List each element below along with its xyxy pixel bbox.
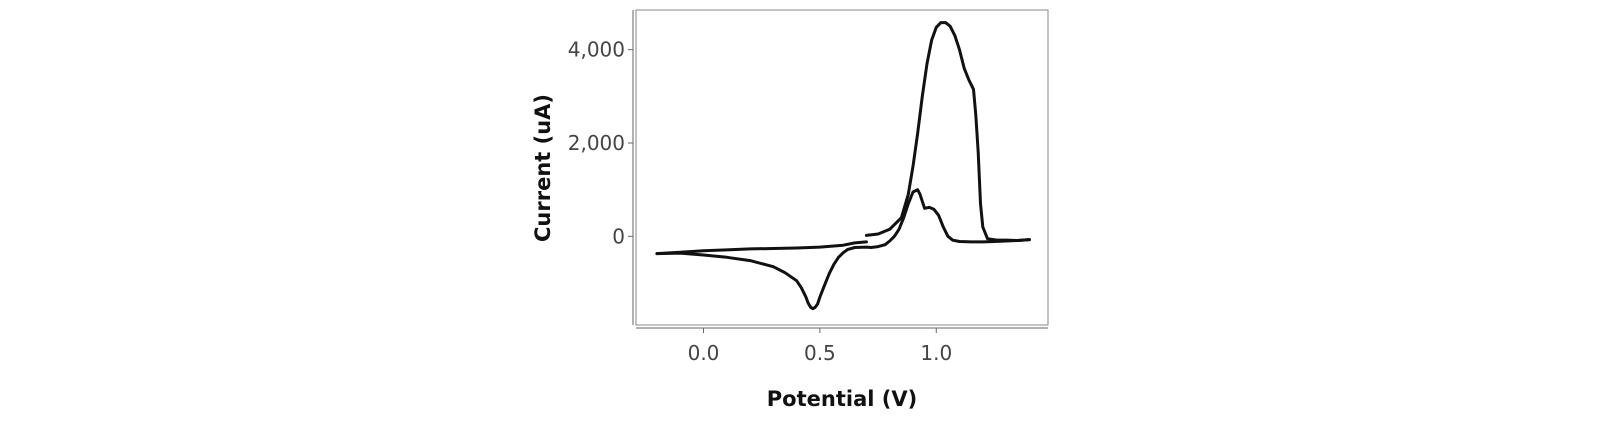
data-traces [655, 21, 1031, 311]
y-tick-label: 2,000 [568, 131, 625, 155]
x-tick-label: 0.5 [804, 341, 836, 365]
y-axis-ticks: 0 2,000 4,000 [568, 38, 633, 248]
series-line-3 [655, 240, 868, 256]
x-tick-label: 0.0 [688, 341, 720, 365]
x-tick-label: 1.0 [920, 341, 952, 365]
y-tick-label: 0 [612, 224, 625, 248]
x-axis-ticks: 0.0 0.5 1.0 [688, 328, 952, 365]
plot-frame [635, 9, 1049, 326]
series-line-2 [655, 188, 1031, 311]
y-tick-label: 4,000 [568, 38, 625, 62]
x-axis-title: Potential (V) [767, 387, 917, 411]
y-axis-title: Current (uA) [531, 94, 555, 242]
series-line-1 [864, 21, 1031, 242]
